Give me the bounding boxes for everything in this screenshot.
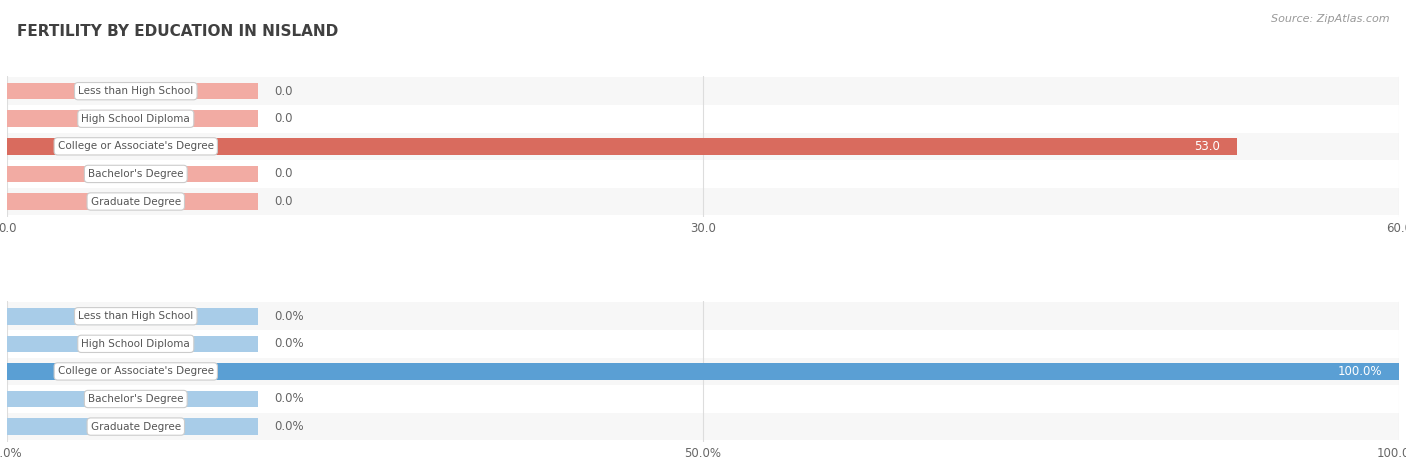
Text: High School Diploma: High School Diploma: [82, 114, 190, 124]
Text: 0.0%: 0.0%: [274, 392, 304, 406]
Text: 100.0%: 100.0%: [1337, 365, 1382, 378]
Text: Graduate Degree: Graduate Degree: [91, 422, 181, 432]
Bar: [7, 83, 257, 99]
Text: 0.0: 0.0: [274, 112, 292, 125]
Bar: [7, 188, 1399, 215]
Bar: [7, 133, 1399, 160]
Text: Graduate Degree: Graduate Degree: [91, 197, 181, 207]
Bar: [7, 193, 257, 210]
Bar: [7, 77, 1399, 105]
Text: Less than High School: Less than High School: [79, 86, 194, 96]
Text: College or Associate's Degree: College or Associate's Degree: [58, 142, 214, 152]
Bar: [7, 413, 1399, 440]
Bar: [7, 160, 1399, 188]
Bar: [7, 303, 1399, 330]
Text: Less than High School: Less than High School: [79, 311, 194, 321]
Bar: [7, 335, 257, 352]
Bar: [7, 385, 1399, 413]
Text: 53.0: 53.0: [1194, 140, 1220, 153]
Bar: [7, 358, 1399, 385]
Bar: [7, 111, 257, 127]
Text: 0.0: 0.0: [274, 85, 292, 98]
Bar: [7, 308, 257, 324]
Text: College or Associate's Degree: College or Associate's Degree: [58, 366, 214, 376]
Bar: [7, 138, 1237, 154]
Text: Source: ZipAtlas.com: Source: ZipAtlas.com: [1271, 14, 1389, 24]
Bar: [7, 330, 1399, 358]
Text: 0.0: 0.0: [274, 195, 292, 208]
Text: FERTILITY BY EDUCATION IN NISLAND: FERTILITY BY EDUCATION IN NISLAND: [17, 24, 337, 39]
Text: 0.0%: 0.0%: [274, 310, 304, 323]
Text: Bachelor's Degree: Bachelor's Degree: [89, 169, 184, 179]
Bar: [7, 418, 257, 435]
Text: 0.0%: 0.0%: [274, 337, 304, 351]
Text: 0.0%: 0.0%: [274, 420, 304, 433]
Text: High School Diploma: High School Diploma: [82, 339, 190, 349]
Bar: [7, 363, 1399, 380]
Bar: [7, 166, 257, 182]
Text: 0.0: 0.0: [274, 167, 292, 180]
Bar: [7, 105, 1399, 133]
Text: Bachelor's Degree: Bachelor's Degree: [89, 394, 184, 404]
Bar: [7, 391, 257, 407]
